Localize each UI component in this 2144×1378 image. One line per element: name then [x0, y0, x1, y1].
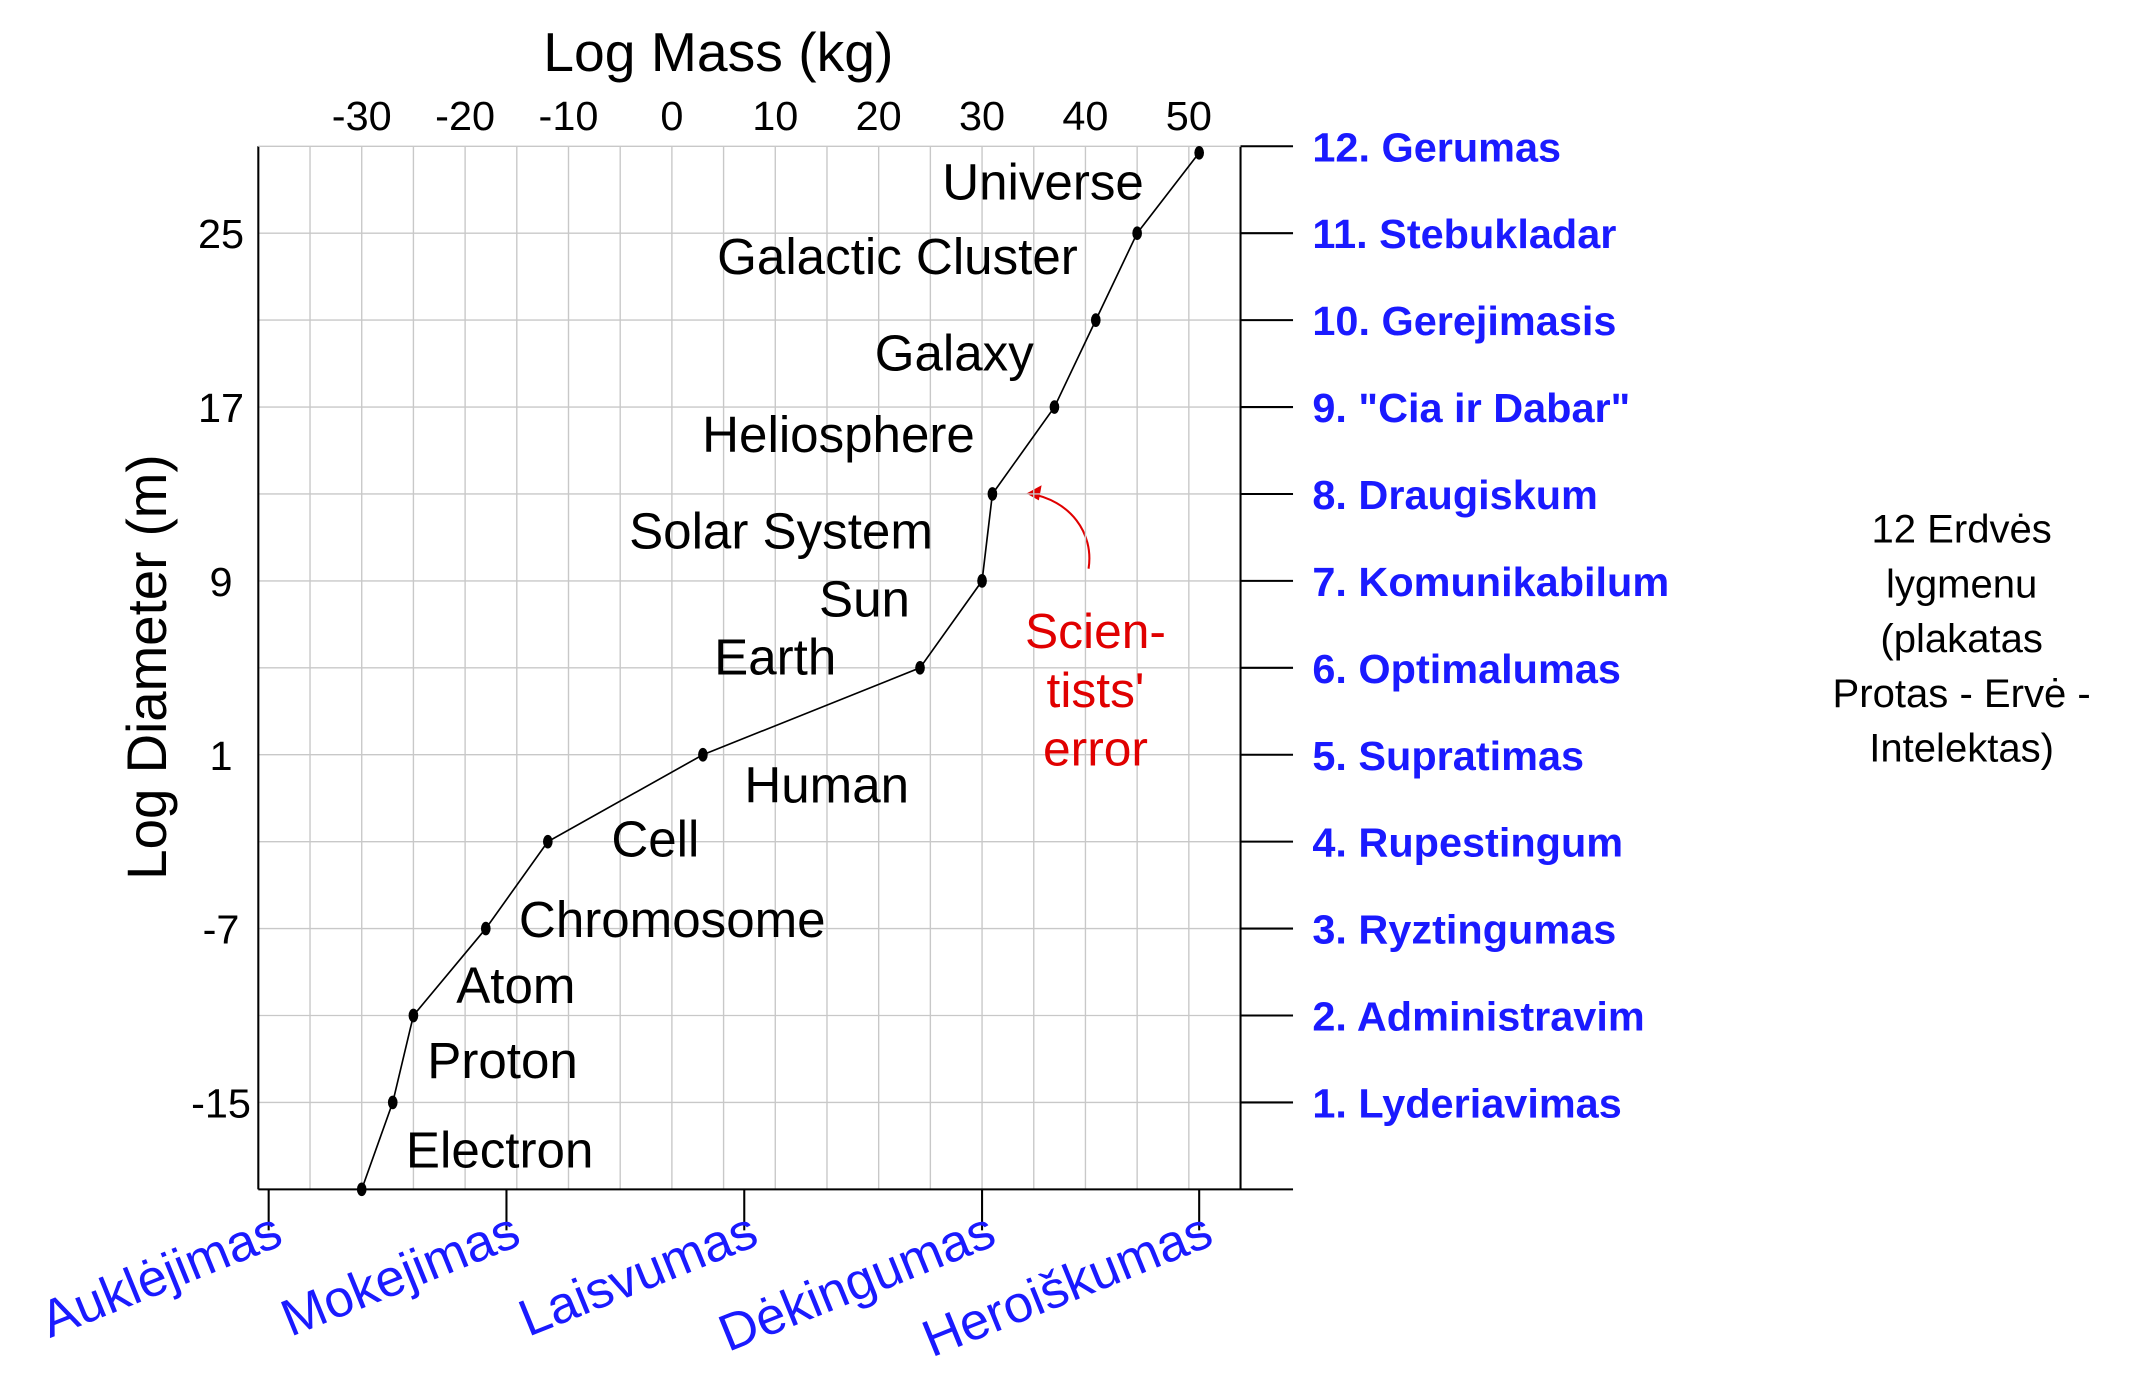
- x-tick-label: -10: [539, 93, 599, 139]
- y2-tick-label: 3. Ryztingumas: [1312, 907, 1616, 953]
- y2-tick-label: 8. Draugiskum: [1312, 472, 1598, 518]
- y2-tick-label: 9. "Cia ir Dabar": [1312, 385, 1630, 431]
- y-tick-label: 17: [198, 385, 244, 431]
- y2-tick-label: 7. Komunikabilum: [1312, 559, 1669, 605]
- point-label: Cell: [611, 811, 699, 868]
- y-tick-label: -15: [191, 1081, 251, 1127]
- data-point: [480, 921, 491, 936]
- data-point: [698, 747, 708, 762]
- note: 12 Erdvės: [1871, 508, 2051, 552]
- point-label: Galactic Cluster: [717, 228, 1078, 285]
- note: lygmenu: [1886, 563, 2037, 607]
- data-point: [542, 834, 553, 849]
- annotation-arrow: [1029, 492, 1091, 569]
- y2-tick-label: 1. Lyderiavimas: [1312, 1081, 1621, 1127]
- x-tick-label: 30: [959, 93, 1005, 139]
- point-label: Earth: [714, 629, 836, 686]
- note: Intelektas): [1869, 727, 2054, 771]
- chart-title: Log Mass (kg): [543, 21, 893, 83]
- data-point: [1194, 145, 1205, 160]
- data-point: [387, 1095, 398, 1110]
- y-tick-label: -7: [203, 907, 240, 953]
- point-label: Sun: [819, 571, 910, 628]
- x-tick-label: 20: [856, 93, 902, 139]
- y2-tick-label: 6. Optimalumas: [1312, 646, 1621, 692]
- point-label: Chromosome: [519, 891, 826, 948]
- x-tick-label: 10: [752, 93, 798, 139]
- point-label: Heliosphere: [702, 406, 975, 463]
- x2-tick-label: Auklėjimas: [33, 1202, 290, 1350]
- y2-tick-label: 12. Gerumas: [1312, 125, 1561, 171]
- y2-tick-label: 5. Supratimas: [1312, 733, 1584, 779]
- data-point: [987, 487, 998, 501]
- data-point: [1132, 226, 1142, 241]
- point-label: Electron: [406, 1122, 593, 1179]
- data-point: [1090, 313, 1101, 327]
- x2-tick-label: Mokejimas: [273, 1202, 527, 1348]
- y2-tick-label: 4. Rupestingum: [1312, 820, 1623, 866]
- x-tick-label: 40: [1062, 93, 1108, 139]
- x-tick-label: 50: [1166, 93, 1212, 139]
- note: Protas - Ervė -: [1833, 672, 2091, 716]
- y-tick-label: 9: [210, 559, 233, 605]
- y-axis-label: Log Diameter (m): [116, 454, 178, 879]
- annotation: error: [1043, 722, 1148, 777]
- point-label: Universe: [942, 154, 1144, 211]
- point-label: Atom: [456, 957, 575, 1014]
- data-point: [356, 1182, 367, 1197]
- x-tick-label: -20: [435, 93, 495, 139]
- annotation: Scien-: [1025, 604, 1166, 659]
- point-label: Galaxy: [875, 325, 1035, 382]
- data-point: [408, 1008, 419, 1023]
- y2-tick-label: 10. Gerejimasis: [1312, 298, 1616, 344]
- data-point: [977, 574, 987, 588]
- data-point: [1049, 400, 1060, 414]
- y2-tick-label: 11. Stebukladar: [1312, 211, 1616, 257]
- x-tick-label: -30: [332, 93, 392, 139]
- point-label: Human: [744, 757, 909, 814]
- x-tick-label: 0: [660, 93, 683, 139]
- point-label: Solar System: [629, 503, 933, 560]
- point-label: Proton: [427, 1032, 578, 1089]
- data-point: [915, 660, 925, 675]
- note: (plakatas: [1880, 617, 2043, 661]
- y-tick-label: 25: [198, 211, 244, 257]
- y-tick-label: 1: [210, 733, 233, 779]
- annotation: tists': [1047, 663, 1145, 718]
- y2-tick-label: 2. Administravim: [1312, 994, 1644, 1040]
